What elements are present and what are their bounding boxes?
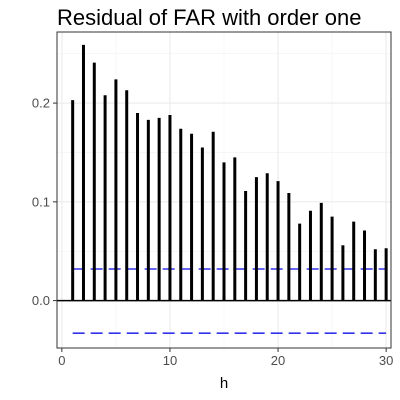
bars [57,44,391,302]
x-axis-ticks: 0 10 20 30 [58,348,393,368]
y-tick-label: 0.0 [32,293,50,308]
y-tick-label: 0.2 [32,96,50,111]
reference-lines [72,268,387,334]
x-axis-label: h [220,375,228,392]
x-tick-label: 0 [58,353,65,368]
y-axis-ticks: 0.0 0.1 0.2 [32,96,57,308]
chart-title: Residual of FAR with order one [57,5,362,30]
panel-border [56,31,392,349]
x-tick-label: 10 [163,353,177,368]
y-tick-label: 0.1 [32,194,50,209]
x-tick-label: 30 [379,353,393,368]
x-tick-label: 20 [271,353,285,368]
